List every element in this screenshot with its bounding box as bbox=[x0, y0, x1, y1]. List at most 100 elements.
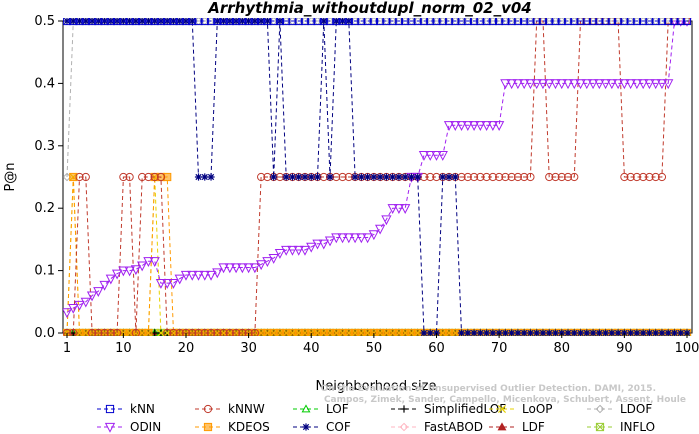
data-point-knn bbox=[432, 18, 441, 26]
x-tick-label: 60 bbox=[428, 341, 445, 356]
data-point-knn bbox=[614, 18, 623, 26]
data-point-odin bbox=[337, 233, 348, 244]
data-point-odin bbox=[68, 303, 79, 314]
data-point-knnw bbox=[426, 172, 435, 182]
data-point-kdeos bbox=[163, 172, 172, 182]
data-point-cof bbox=[295, 173, 303, 181]
legend-swatch-marker bbox=[595, 404, 605, 414]
data-point-odin bbox=[600, 79, 611, 90]
data-point-knn bbox=[501, 18, 510, 26]
data-point-cof bbox=[470, 329, 478, 336]
data-point-cof bbox=[188, 18, 196, 25]
data-point-knn bbox=[532, 18, 541, 26]
legend-swatch-marker bbox=[104, 422, 116, 433]
data-point-cof bbox=[445, 173, 453, 181]
data-point-knn bbox=[213, 18, 222, 26]
data-point-knn bbox=[332, 18, 341, 26]
data-point-cof bbox=[401, 173, 409, 181]
data-point-cof bbox=[88, 18, 96, 25]
data-point-cof bbox=[138, 18, 146, 25]
data-point-knn bbox=[156, 18, 166, 26]
data-point-odin bbox=[293, 245, 304, 256]
data-point-odin bbox=[187, 270, 198, 281]
data-point-knnw bbox=[94, 328, 103, 336]
x-tick-label: 1 bbox=[63, 341, 71, 356]
data-point-knn bbox=[538, 18, 548, 26]
data-point-knn bbox=[582, 18, 591, 26]
data-point-knnw bbox=[206, 328, 216, 336]
series-line-kdeos bbox=[66, 176, 687, 334]
data-point-knn bbox=[401, 18, 410, 26]
data-point-odin bbox=[456, 121, 467, 131]
data-point-knn bbox=[338, 18, 347, 26]
data-point-odin bbox=[481, 121, 492, 131]
data-point-cof bbox=[508, 329, 516, 336]
data-point-knnw bbox=[501, 172, 510, 182]
data-point-cof bbox=[270, 173, 278, 181]
data-point-odin bbox=[324, 236, 336, 247]
data-point-odin bbox=[255, 260, 267, 271]
data-point-knn bbox=[75, 18, 84, 26]
legend-label: COF bbox=[326, 420, 351, 434]
data-point-knn bbox=[645, 18, 654, 26]
data-point-odin bbox=[63, 308, 73, 319]
data-point-cof bbox=[82, 18, 90, 25]
data-point-cof bbox=[576, 329, 585, 336]
data-point-cof bbox=[539, 329, 547, 336]
data-point-odin bbox=[349, 233, 361, 244]
data-point-cof bbox=[533, 329, 541, 336]
legend-swatch-marker bbox=[497, 404, 507, 414]
data-point-knnw bbox=[620, 172, 629, 182]
data-point-odin bbox=[393, 204, 405, 214]
data-point-knn bbox=[169, 18, 178, 26]
data-point-cof bbox=[482, 329, 491, 336]
data-point-odin bbox=[99, 280, 110, 291]
y-axis: 0.0 0.1 0.2 0.3 0.4 0.5 bbox=[34, 14, 63, 341]
data-point-odin bbox=[519, 79, 530, 90]
data-point-knnw bbox=[563, 172, 573, 182]
data-point-odin bbox=[149, 257, 160, 268]
data-point-knn bbox=[632, 18, 641, 26]
data-point-knn bbox=[651, 18, 660, 26]
data-point-knn bbox=[87, 18, 97, 26]
data-point-knn bbox=[282, 18, 291, 26]
data-point-odin bbox=[650, 79, 661, 90]
data-point-knn bbox=[325, 18, 335, 26]
data-point-cof bbox=[282, 173, 290, 181]
y-axis-label: P@n bbox=[3, 162, 18, 191]
data-point-knn bbox=[219, 18, 228, 26]
data-point-odin bbox=[137, 261, 148, 272]
data-point-odin bbox=[130, 265, 142, 276]
data-point-cof bbox=[457, 329, 466, 336]
series-kdeos bbox=[63, 172, 692, 336]
data-point-odin bbox=[374, 224, 386, 235]
data-point-odin bbox=[281, 245, 292, 256]
data-point-odin bbox=[199, 270, 210, 281]
data-point-knn bbox=[69, 18, 78, 26]
data-point-cof bbox=[320, 18, 328, 25]
data-point-knnw bbox=[626, 172, 635, 182]
data-point-cof bbox=[126, 18, 134, 25]
data-point-odin bbox=[556, 79, 567, 90]
data-point-knn bbox=[94, 18, 103, 26]
data-point-odin bbox=[74, 300, 85, 311]
x-tick-label: 90 bbox=[616, 341, 633, 356]
legend-label: LOF bbox=[326, 402, 349, 416]
data-point-knnw bbox=[513, 172, 523, 182]
data-point-knn bbox=[482, 18, 491, 26]
data-point-knnw bbox=[175, 328, 184, 336]
data-point-knn bbox=[607, 18, 616, 26]
watermark-line-1: On the Evaluation of Unsupervised Outlie… bbox=[321, 384, 656, 394]
data-point-knn bbox=[394, 18, 404, 26]
legend-item-simplifiedlof: SimplifiedLOF bbox=[391, 402, 506, 416]
data-point-cof bbox=[351, 173, 359, 181]
data-point-knnw bbox=[651, 172, 660, 182]
data-point-knn bbox=[382, 18, 391, 26]
data-point-knn bbox=[319, 18, 328, 26]
data-point-knn bbox=[413, 18, 422, 26]
data-point-odin bbox=[493, 121, 505, 131]
data-point-knn bbox=[63, 18, 72, 26]
data-point-cof bbox=[389, 173, 397, 181]
data-point-odin bbox=[180, 270, 192, 281]
data-point-cof bbox=[201, 173, 209, 181]
